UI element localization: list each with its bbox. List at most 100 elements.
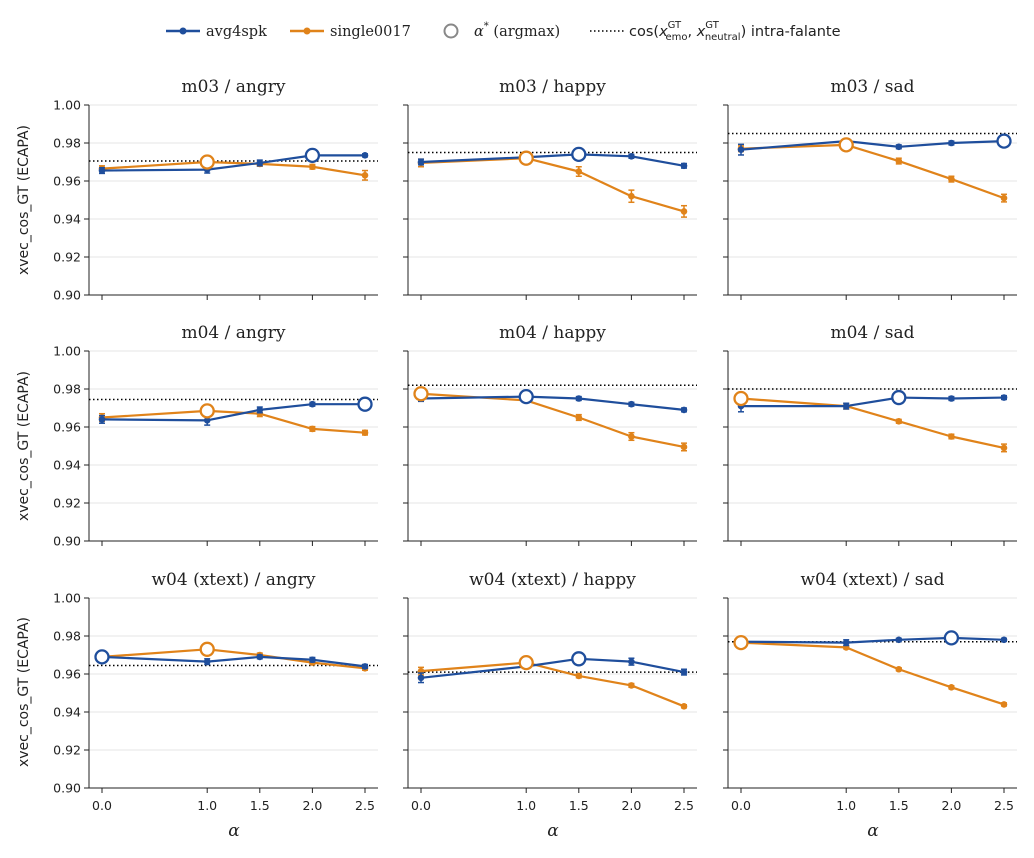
avg4spk-point bbox=[680, 668, 688, 676]
panel: m03 / happy bbox=[403, 77, 697, 300]
y-tick-label: 0.98 bbox=[53, 382, 81, 397]
panel-title: w04 (xtext) / angry bbox=[152, 570, 316, 590]
y-tick-label: 0.94 bbox=[53, 212, 81, 227]
single0017-point bbox=[895, 418, 903, 425]
legend-argmax-star: * bbox=[484, 21, 489, 32]
avg4spk-point bbox=[628, 658, 635, 665]
single0017-point bbox=[948, 684, 955, 691]
avg4spk-point bbox=[628, 400, 635, 408]
single0017-point bbox=[628, 682, 635, 689]
avg4spk-point bbox=[417, 158, 425, 166]
legend-argmax-marker bbox=[443, 23, 459, 39]
legend-argmax-alpha: α bbox=[474, 24, 484, 40]
single0017-point bbox=[1000, 701, 1008, 708]
x-tick-label: 1.0 bbox=[516, 798, 536, 813]
avg4spk-point bbox=[737, 146, 745, 153]
y-tick-label: 0.90 bbox=[53, 288, 81, 303]
panel: m04 / sad bbox=[723, 323, 1017, 546]
single0017-line bbox=[101, 160, 366, 177]
legend-avg4spk-marker bbox=[179, 27, 187, 35]
panel: 0.90 0.92 0.94 0.96 0.98 1.00 m03 / angry bbox=[53, 77, 378, 303]
avg4spk-point bbox=[842, 639, 850, 646]
avg4spk-point bbox=[895, 636, 903, 644]
legend-reference: cos(xGT emo, xGT neutral) intra-falante bbox=[590, 20, 841, 43]
y-tick-label: 0.90 bbox=[53, 534, 81, 549]
x-axis-label-col1: α bbox=[228, 821, 240, 841]
y-tick-label: 0.92 bbox=[53, 496, 81, 511]
x-tick-label: 2.5 bbox=[674, 798, 694, 813]
legend-argmax: α* (argmax) bbox=[443, 21, 560, 40]
x-tick-label: 0.0 bbox=[731, 798, 751, 813]
avg4spk-point bbox=[842, 402, 850, 410]
avg4spk-argmax-marker bbox=[891, 389, 907, 406]
avg4spk-point bbox=[1000, 636, 1008, 644]
x-axis-label-col3: α bbox=[867, 821, 879, 841]
x-tick-label: 2.0 bbox=[941, 798, 961, 813]
single0017-argmax-marker bbox=[199, 403, 215, 419]
avg4spk-point bbox=[98, 167, 106, 174]
panel: 0.90 0.92 0.94 0.96 0.98 1.00 m04 / angry bbox=[53, 323, 378, 549]
panel-title: m04 / angry bbox=[182, 323, 286, 343]
y-tick-label: 0.94 bbox=[53, 705, 81, 720]
avg4spk-point bbox=[361, 663, 369, 670]
legend-single0017: single0017 bbox=[290, 24, 411, 40]
avg4spk-point bbox=[948, 395, 955, 402]
single0017-point bbox=[948, 175, 955, 183]
avg4spk-point bbox=[680, 406, 688, 414]
panel: m04 / happy bbox=[403, 323, 697, 546]
x-tick-label: 1.5 bbox=[250, 798, 270, 813]
avg4spk-argmax-marker bbox=[94, 649, 110, 665]
panel-title: m04 / sad bbox=[830, 323, 914, 343]
panel: 0.0 1.0 1.5 2.0 2.5 w04 (xtext) / happy bbox=[403, 570, 697, 813]
y-tick-label: 1.00 bbox=[53, 344, 81, 359]
panel: m03 / sad bbox=[723, 77, 1017, 300]
single0017-point bbox=[309, 163, 316, 171]
x-tick-label: 1.0 bbox=[836, 798, 856, 813]
x-tick-label: 0.0 bbox=[92, 798, 112, 813]
avg4spk-point bbox=[680, 162, 688, 170]
single0017-point bbox=[680, 703, 688, 710]
y-tick-label: 0.96 bbox=[53, 420, 81, 435]
y-tick-label: 0.90 bbox=[53, 781, 81, 796]
panel-title: w04 (xtext) / happy bbox=[469, 570, 636, 590]
y-tick-label: 0.92 bbox=[53, 250, 81, 265]
single0017-argmax-marker bbox=[838, 137, 854, 153]
avg4spk-argmax-marker bbox=[943, 630, 960, 646]
single0017-point bbox=[680, 208, 688, 215]
panel-title: m03 / sad bbox=[830, 77, 914, 97]
y-tick-label: 1.00 bbox=[53, 591, 81, 606]
single0017-point bbox=[1000, 444, 1008, 452]
x-tick-label: 2.5 bbox=[994, 798, 1014, 813]
single0017-argmax-marker bbox=[733, 635, 749, 651]
y-tick-label: 0.98 bbox=[53, 629, 81, 644]
avg4spk-argmax-marker bbox=[571, 651, 587, 667]
avg4spk-point bbox=[575, 395, 583, 402]
single0017-argmax-marker bbox=[199, 154, 215, 170]
panel: 0.90 0.92 0.94 0.96 0.98 1.00 0.0 1.0 1.5 2.0 2.5 w… bbox=[53, 570, 378, 813]
y-tick-label: 0.96 bbox=[53, 174, 81, 189]
avg4spk-point bbox=[256, 653, 264, 661]
legend: avg4spk single0017 α* (argmax) cos(xGT em… bbox=[166, 20, 841, 43]
y-tick-label: 0.98 bbox=[53, 136, 81, 151]
single0017-point bbox=[628, 433, 635, 440]
single0017-point bbox=[628, 192, 635, 200]
y-axis-label-row2: xvec_cos_GT (ECAPA) bbox=[16, 371, 32, 521]
single0017-point bbox=[895, 665, 903, 673]
avg4spk-point bbox=[948, 139, 955, 147]
avg4spk-point bbox=[895, 143, 903, 151]
avg4spk-point bbox=[256, 159, 264, 167]
y-tick-label: 0.92 bbox=[53, 743, 81, 758]
single0017-argmax-marker bbox=[199, 641, 215, 657]
panel: 0.0 1.0 1.5 2.0 2.5 w04 (xtext) / sad bbox=[723, 570, 1017, 813]
avg4spk-argmax-marker bbox=[996, 133, 1012, 149]
x-tick-label: 2.0 bbox=[621, 798, 641, 813]
avg4spk-point bbox=[98, 416, 106, 423]
legend-reference-label: cos(xGT emo, xGT neutral) intra-falante bbox=[629, 20, 841, 43]
single0017-point bbox=[895, 157, 903, 165]
legend-argmax-rest: (argmax) bbox=[489, 24, 560, 40]
single0017-point bbox=[948, 433, 955, 440]
legend-avg4spk: avg4spk bbox=[166, 24, 267, 40]
single0017-line bbox=[740, 143, 1005, 200]
avg4spk-point bbox=[309, 400, 316, 408]
x-tick-label: 1.0 bbox=[197, 798, 217, 813]
